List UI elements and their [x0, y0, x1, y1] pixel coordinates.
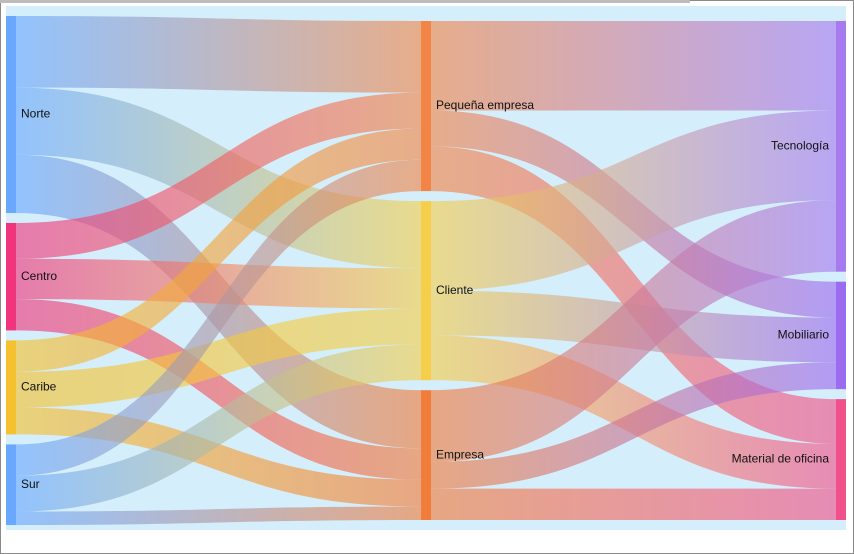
nodes-layer — [6, 16, 846, 525]
node-label-mobiliario: Mobiliario — [778, 328, 830, 342]
link-sur-to-cliente — [16, 344, 421, 512]
node-centro — [6, 222, 16, 331]
link-empresa-to-material-de-oficina — [431, 488, 836, 520]
node-sur — [6, 444, 16, 525]
labels-layer: Norte Centro Caribe Sur Pequeña empresa Clien… — [21, 98, 829, 491]
node-label-cliente: Cliente — [436, 283, 474, 297]
node-norte — [6, 16, 16, 213]
top-border-bar — [0, 0, 690, 3]
node-label-tecnologia: Tecnología — [771, 139, 829, 153]
link-cliente-to-tecnologia — [431, 110, 836, 291]
link-empresa-to-tecnologia — [431, 200, 836, 462]
node-cliente — [421, 201, 431, 381]
link-caribe-to-cliente — [16, 308, 421, 408]
node-label-material-de-oficina: Material de oficina — [732, 452, 830, 466]
link-pequena-empresa-to-material-de-oficina — [431, 146, 836, 444]
links-layer — [16, 16, 836, 525]
link-centro-to-cliente — [16, 258, 421, 309]
link-pequena-empresa-to-tecnologia — [431, 21, 836, 111]
node-label-sur: Sur — [21, 477, 40, 491]
link-norte-to-pequena-empresa — [16, 16, 421, 93]
link-centro-to-pequena-empresa — [16, 92, 421, 259]
node-material-de-oficina — [836, 399, 846, 520]
link-sur-to-empresa — [16, 506, 421, 525]
link-empresa-to-mobiliario — [431, 362, 836, 489]
node-mobiliario — [836, 281, 846, 390]
link-sur-to-pequena-empresa — [16, 159, 421, 476]
node-label-norte: Norte — [21, 107, 51, 121]
node-empresa — [421, 390, 431, 520]
node-tecnologia — [836, 21, 846, 272]
node-label-pequena-empresa: Pequeña empresa — [436, 98, 534, 112]
node-caribe — [6, 340, 16, 435]
node-label-empresa: Empresa — [436, 447, 484, 461]
node-label-caribe: Caribe — [21, 380, 57, 394]
node-pequena-empresa — [421, 21, 431, 192]
node-label-centro: Centro — [21, 269, 57, 283]
link-caribe-to-pequena-empresa — [16, 128, 421, 372]
